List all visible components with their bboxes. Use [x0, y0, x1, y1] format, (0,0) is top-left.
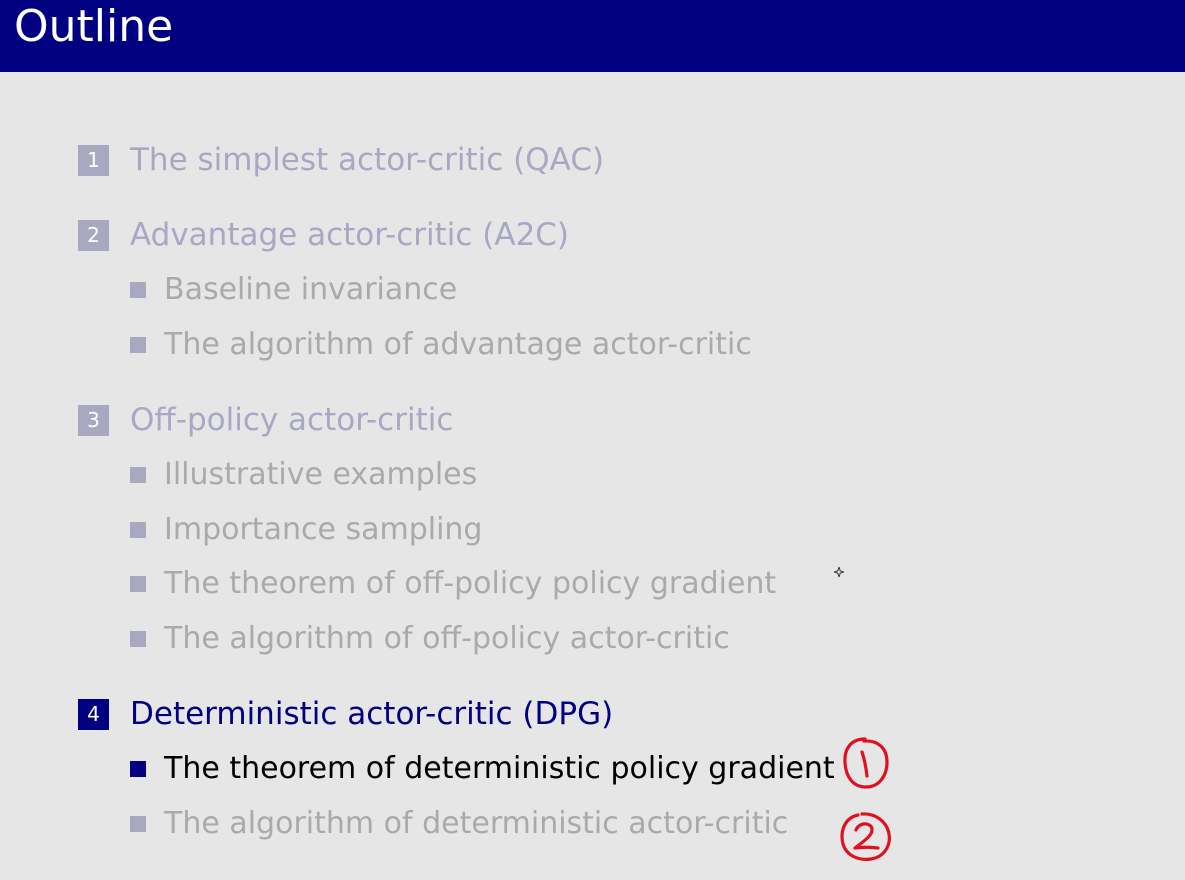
slide-header: Outline — [0, 0, 1185, 72]
list-item: The algorithm of deterministic actor-cri… — [130, 806, 788, 841]
list-item: Importance sampling — [130, 512, 482, 547]
list-item: Baseline invariance — [130, 272, 457, 307]
bullet-square-icon — [130, 336, 146, 353]
bullet-square-icon — [130, 466, 146, 483]
item-label: Importance sampling — [164, 512, 483, 547]
list-item: The algorithm of off-policy actor-critic — [130, 621, 730, 656]
slide-title: Outline — [14, 1, 174, 52]
bullet-square-icon — [130, 760, 146, 777]
section-1: 1 The simplest actor-critic (QAC) — [78, 142, 604, 178]
list-item: Illustrative examples — [130, 457, 477, 492]
bullet-square-icon — [130, 630, 146, 647]
section-label: Off-policy actor-critic — [130, 402, 454, 438]
bullet-square-icon — [130, 281, 146, 298]
cursor-icon — [834, 567, 844, 577]
item-label: Illustrative examples — [164, 457, 478, 492]
list-item: The algorithm of advantage actor-critic — [130, 327, 752, 362]
section-number: 2 — [78, 219, 109, 251]
section-number: 3 — [78, 404, 109, 436]
section-label: The simplest actor-critic (QAC) — [130, 142, 605, 178]
item-label: The theorem of off-policy policy gradien… — [164, 566, 777, 601]
item-label: The algorithm of deterministic actor-cri… — [164, 806, 789, 841]
section-number: 4 — [78, 698, 109, 730]
item-label: The algorithm of advantage actor-critic — [164, 327, 752, 362]
section-label: Advantage actor-critic (A2C) — [130, 217, 570, 253]
item-label: Baseline invariance — [164, 272, 458, 307]
bullet-square-icon — [130, 521, 146, 538]
section-3: 3 Off-policy actor-critic — [78, 402, 453, 438]
item-label: The algorithm of off-policy actor-critic — [164, 621, 730, 656]
item-label: The theorem of deterministic policy grad… — [164, 751, 835, 786]
section-label: Deterministic actor-critic (DPG) — [130, 696, 614, 732]
list-item: The theorem of off-policy policy gradien… — [130, 566, 776, 601]
section-2: 2 Advantage actor-critic (A2C) — [78, 217, 569, 253]
handwritten-annotation-1 — [843, 737, 889, 789]
handwritten-annotation-2 — [840, 812, 891, 861]
section-number: 1 — [78, 144, 109, 176]
list-item: The theorem of deterministic policy grad… — [130, 751, 835, 786]
bullet-square-icon — [130, 575, 146, 592]
bullet-square-icon — [130, 815, 146, 832]
section-4: 4 Deterministic actor-critic (DPG) — [78, 696, 613, 732]
